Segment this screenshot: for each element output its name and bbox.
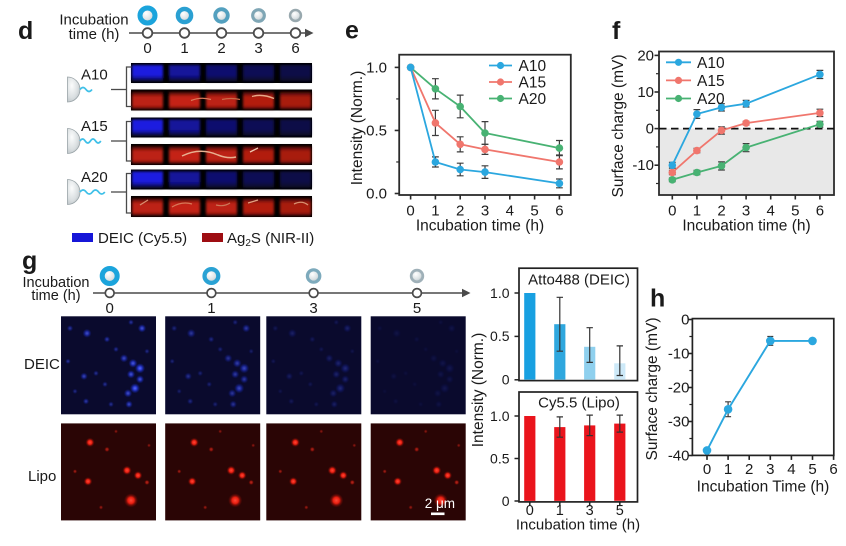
svg-text:2 μm: 2 μm: [425, 496, 455, 511]
svg-text:1.0: 1.0: [490, 285, 510, 301]
svg-text:6: 6: [816, 203, 824, 220]
svg-text:1: 1: [693, 203, 701, 220]
svg-text:A15: A15: [81, 118, 108, 135]
svg-text:A10: A10: [697, 55, 725, 72]
svg-text:time (h): time (h): [69, 26, 120, 43]
svg-text:5: 5: [808, 461, 816, 478]
svg-text:0.5: 0.5: [490, 450, 510, 466]
svg-text:0.0: 0.0: [366, 186, 387, 203]
svg-text:A20: A20: [697, 91, 725, 108]
svg-text:Incubation Time (h): Incubation Time (h): [697, 479, 830, 496]
svg-text:0: 0: [502, 372, 510, 388]
svg-text:1: 1: [431, 203, 439, 220]
svg-text:1.0: 1.0: [366, 59, 387, 76]
svg-text:0: 0: [668, 203, 676, 220]
svg-text:0: 0: [406, 203, 414, 220]
svg-text:1: 1: [724, 461, 732, 478]
svg-text:1: 1: [180, 40, 188, 57]
svg-text:3: 3: [742, 203, 750, 220]
svg-text:Incubation time (h): Incubation time (h): [682, 218, 810, 235]
svg-text:Incubation: Incubation: [23, 275, 90, 291]
svg-text:-10: -10: [632, 157, 654, 174]
svg-text:A20: A20: [519, 91, 547, 108]
svg-text:1: 1: [556, 503, 564, 519]
svg-text:A10: A10: [81, 67, 108, 84]
svg-text:Incubation time (h): Incubation time (h): [516, 517, 640, 534]
svg-text:3: 3: [586, 503, 594, 519]
svg-text:e: e: [345, 17, 359, 45]
svg-text:6: 6: [829, 461, 837, 478]
svg-text:5: 5: [616, 503, 624, 519]
svg-text:f: f: [612, 17, 621, 45]
svg-text:3: 3: [481, 203, 489, 220]
svg-text:A15: A15: [697, 73, 725, 90]
svg-text:3: 3: [309, 300, 317, 317]
svg-text:0: 0: [703, 461, 711, 478]
svg-text:Ag2S (NIR-II): Ag2S (NIR-II): [227, 230, 314, 249]
svg-text:DEIC: DEIC: [24, 356, 60, 373]
svg-text:6: 6: [291, 40, 299, 57]
svg-text:-10: -10: [668, 346, 690, 363]
svg-text:Intensity (Norm.): Intensity (Norm.): [349, 71, 366, 186]
svg-text:Lipo: Lipo: [28, 468, 56, 485]
svg-text:4: 4: [506, 203, 514, 220]
svg-text:Incubation time (h): Incubation time (h): [416, 218, 544, 235]
svg-text:1: 1: [207, 300, 215, 317]
svg-text:4: 4: [767, 203, 775, 220]
svg-text:A20: A20: [81, 169, 108, 186]
svg-text:d: d: [18, 17, 33, 45]
svg-text:-40: -40: [668, 448, 690, 465]
svg-text:5: 5: [791, 203, 799, 220]
svg-text:Atto488 (DEIC): Atto488 (DEIC): [528, 272, 630, 289]
svg-text:Surface charge (mV): Surface charge (mV): [644, 318, 661, 461]
svg-text:0.5: 0.5: [490, 328, 510, 344]
svg-text:0: 0: [143, 40, 151, 57]
svg-text:h: h: [650, 285, 665, 313]
svg-text:3: 3: [766, 461, 774, 478]
svg-text:Cy5.5 (Lipo): Cy5.5 (Lipo): [538, 395, 620, 412]
svg-text:20: 20: [637, 47, 654, 64]
svg-text:5: 5: [413, 300, 421, 317]
svg-text:g: g: [22, 247, 37, 275]
svg-text:-20: -20: [668, 380, 690, 397]
svg-text:2: 2: [745, 461, 753, 478]
svg-text:3: 3: [254, 40, 262, 57]
svg-text:0.5: 0.5: [366, 122, 387, 139]
svg-text:5: 5: [530, 203, 538, 220]
svg-text:Surface charge (mV): Surface charge (mV): [610, 55, 627, 198]
svg-text:Incubation: Incubation: [59, 12, 128, 29]
svg-text:time (h): time (h): [31, 288, 80, 304]
svg-text:4: 4: [787, 461, 795, 478]
svg-text:2: 2: [217, 40, 225, 57]
svg-text:DEIC (Cy5.5): DEIC (Cy5.5): [98, 230, 187, 247]
svg-text:2: 2: [456, 203, 464, 220]
svg-text:0: 0: [106, 300, 114, 317]
svg-text:0: 0: [681, 312, 689, 329]
svg-text:1.0: 1.0: [490, 408, 510, 424]
svg-text:0: 0: [502, 493, 510, 509]
svg-text:0: 0: [646, 121, 654, 138]
svg-text:-30: -30: [668, 414, 690, 431]
svg-text:10: 10: [637, 84, 654, 101]
svg-text:Intensity (Norm.): Intensity (Norm.): [470, 333, 487, 448]
svg-text:0: 0: [526, 503, 534, 519]
svg-text:A10: A10: [519, 58, 547, 75]
svg-text:6: 6: [555, 203, 563, 220]
svg-text:2: 2: [717, 203, 725, 220]
svg-text:A15: A15: [519, 75, 547, 92]
